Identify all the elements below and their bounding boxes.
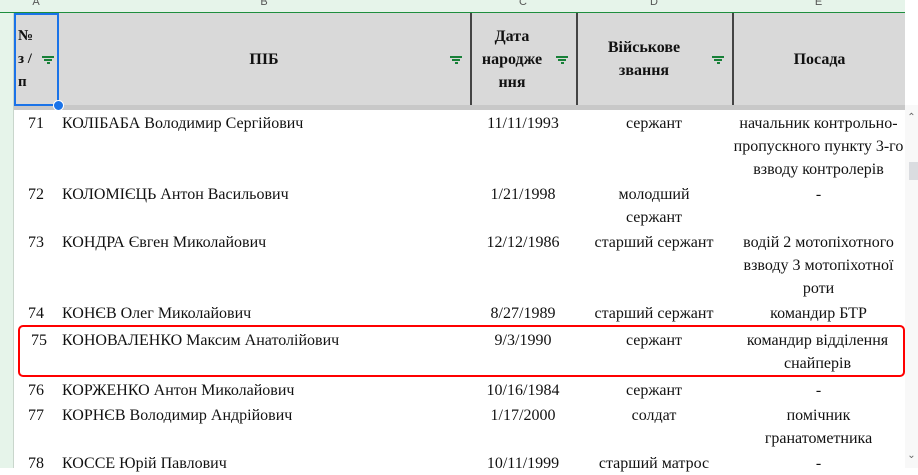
- cell-name[interactable]: КОЛІБАБА Володимир Сергійович: [62, 115, 304, 132]
- cell-dob[interactable]: 12/12/1986: [486, 234, 560, 251]
- cell-position[interactable]: -: [815, 186, 822, 203]
- cell-rank[interactable]: сержант: [625, 115, 683, 132]
- cell-position[interactable]: начальник контрольно-пропускного пункту …: [733, 115, 904, 178]
- cell-rank[interactable]: солдат: [631, 407, 677, 424]
- cell-position[interactable]: водій 2 мотопіхотного взводу 3 мотопіхот…: [743, 234, 894, 297]
- header-rank: Військове звання: [607, 39, 681, 79]
- header-num: № з / п: [18, 27, 34, 90]
- scroll-down-icon[interactable]: ⌄: [907, 450, 916, 461]
- cell-selection: [14, 13, 59, 106]
- cell-position[interactable]: -: [815, 382, 822, 399]
- table-row[interactable]: 72 КОЛОМІЄЦЬ Антон Васильович 1/21/1998 …: [14, 181, 905, 229]
- cell-dob[interactable]: 9/3/1990: [494, 332, 552, 349]
- table-row-highlighted[interactable]: 75 КОНОВАЛЕНКО Максим Анатолійович 9/3/1…: [18, 325, 905, 377]
- cell-rank[interactable]: старший сержант: [594, 305, 714, 322]
- header-rank-cell[interactable]: Військове звання: [576, 13, 732, 105]
- cell-num[interactable]: 76: [28, 382, 44, 399]
- cell-position[interactable]: -: [815, 455, 822, 472]
- cell-rank[interactable]: старший сержант: [594, 234, 714, 251]
- header-dob-cell[interactable]: Дата народже ння: [470, 13, 576, 105]
- cell-rank[interactable]: молодший сержант: [618, 186, 690, 226]
- column-header-c[interactable]: C: [519, 0, 527, 8]
- header-position: Посада: [793, 50, 846, 68]
- table-row[interactable]: 76 КОРЖЕНКО Антон Миколайович 10/16/1984…: [14, 377, 905, 402]
- row-headers[interactable]: [0, 13, 14, 468]
- cell-num[interactable]: 78: [28, 455, 44, 472]
- header-row: № з / п ПІБ Дата народже ння Військове з…: [14, 13, 905, 105]
- header-num-cell[interactable]: № з / п: [14, 13, 58, 105]
- column-header-e[interactable]: E: [814, 0, 823, 8]
- cell-name[interactable]: КОРЖЕНКО Антон Миколайович: [62, 382, 295, 399]
- column-header-a[interactable]: A: [32, 0, 40, 8]
- cell-position[interactable]: командир відділення снайперів: [746, 332, 889, 372]
- header-name-cell[interactable]: ПІБ: [58, 13, 470, 105]
- cell-dob[interactable]: 11/11/1993: [487, 115, 559, 132]
- table-row[interactable]: 74 КОНЄВ Олег Миколайович 8/27/1989 стар…: [14, 300, 905, 325]
- header-dob: Дата народже ння: [481, 27, 543, 91]
- cell-dob[interactable]: 10/16/1984: [486, 382, 560, 399]
- cell-name[interactable]: КОССЕ Юрій Павлович: [62, 455, 227, 472]
- freeze-divider[interactable]: [14, 105, 905, 110]
- filter-icon[interactable]: [450, 56, 462, 64]
- cell-num[interactable]: 73: [28, 234, 44, 251]
- cell-num[interactable]: 74: [28, 305, 44, 322]
- cell-dob[interactable]: 10/11/1999: [486, 455, 560, 472]
- scrollbar-thumb[interactable]: [909, 162, 918, 180]
- filter-icon[interactable]: [42, 56, 54, 64]
- cell-rank[interactable]: старший матрос: [598, 455, 710, 472]
- cell-name[interactable]: КОНДРА Євген Миколайович: [62, 234, 267, 251]
- cell-name[interactable]: КОРНЄВ Володимир Андрійович: [62, 407, 293, 424]
- selection-fill-handle[interactable]: [53, 100, 64, 111]
- cell-dob[interactable]: 8/27/1989: [490, 305, 556, 322]
- scroll-up-icon[interactable]: ⌃: [907, 112, 916, 123]
- column-header-b[interactable]: B: [260, 0, 268, 8]
- table-row[interactable]: 77 КОРНЄВ Володимир Андрійович 1/17/2000…: [14, 402, 905, 450]
- column-headers: A B C D E: [0, 0, 905, 13]
- cell-position[interactable]: командир БТР: [770, 305, 867, 322]
- header-name: ПІБ: [249, 50, 279, 68]
- cell-name[interactable]: КОНОВАЛЕНКО Максим Анатолійович: [62, 332, 340, 349]
- table-row[interactable]: 71 КОЛІБАБА Володимир Сергійович 11/11/1…: [14, 110, 905, 181]
- cell-name[interactable]: КОНЄВ Олег Миколайович: [62, 305, 252, 322]
- vertical-scrollbar[interactable]: [905, 105, 918, 468]
- cell-num[interactable]: 77: [28, 407, 44, 424]
- table-row[interactable]: 73 КОНДРА Євген Миколайович 12/12/1986 с…: [14, 229, 905, 300]
- cell-position[interactable]: помічник гранатометника: [764, 407, 873, 447]
- cell-dob[interactable]: 1/21/1998: [490, 186, 556, 203]
- cell-num[interactable]: 72: [28, 186, 44, 203]
- sheet-grid: № з / п ПІБ Дата народже ння Військове з…: [14, 13, 905, 475]
- column-header-d[interactable]: D: [650, 0, 658, 8]
- cell-dob[interactable]: 1/17/2000: [490, 407, 556, 424]
- cell-name[interactable]: КОЛОМІЄЦЬ Антон Васильович: [62, 186, 289, 203]
- filter-icon[interactable]: [712, 56, 724, 64]
- filter-icon[interactable]: [556, 56, 568, 64]
- cell-num[interactable]: 75: [31, 332, 47, 349]
- header-position-cell[interactable]: Посада: [732, 13, 905, 105]
- table-row[interactable]: 78 КОССЕ Юрій Павлович 10/11/1999 старши…: [14, 450, 905, 475]
- cell-rank[interactable]: сержант: [625, 332, 683, 349]
- cell-rank[interactable]: сержант: [625, 382, 683, 399]
- cell-num[interactable]: 71: [28, 115, 44, 132]
